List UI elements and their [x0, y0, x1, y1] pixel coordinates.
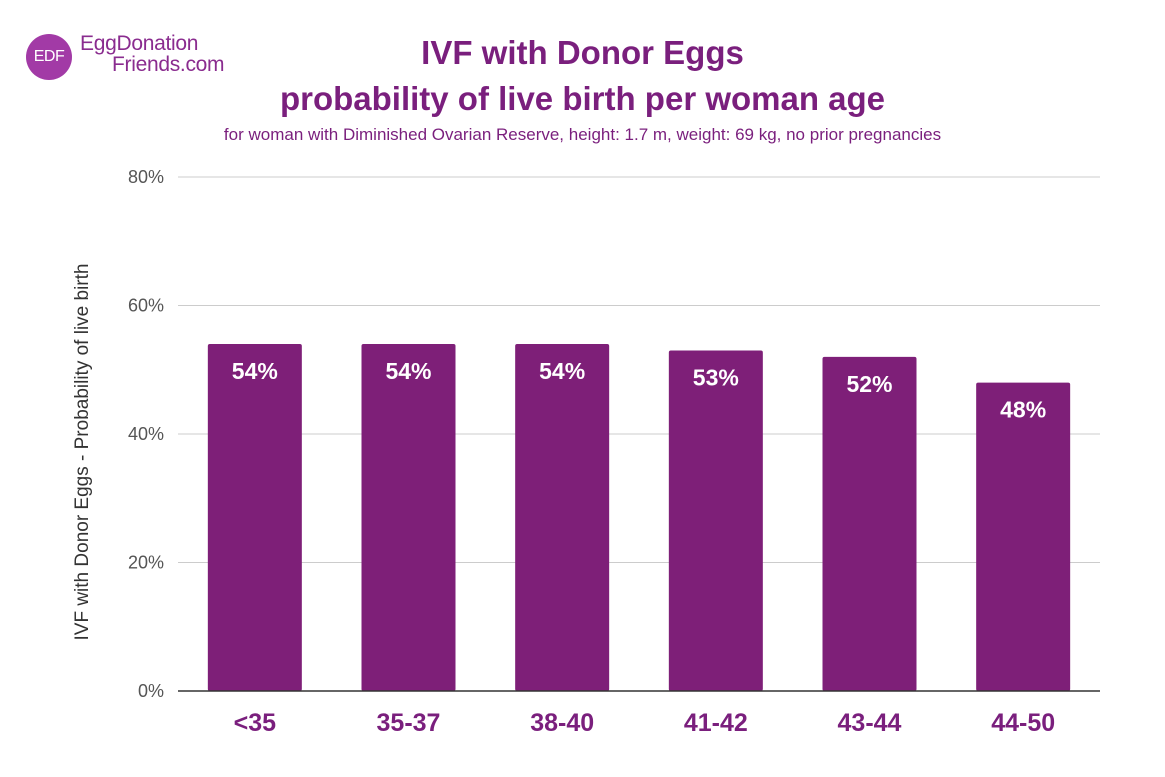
bar-data-label: 54% — [539, 358, 585, 384]
chart-title: IVF with Donor Eggs — [421, 34, 744, 71]
bar-data-label: 54% — [232, 358, 278, 384]
y-axis-title: IVF with Donor Eggs - Probability of liv… — [72, 264, 93, 641]
bar — [207, 344, 302, 691]
x-tick-label: 43-44 — [838, 709, 902, 737]
chart-title-line2: probability of live birth per woman age — [279, 80, 886, 117]
bar — [976, 382, 1071, 691]
logo-mark: EDF — [26, 34, 72, 80]
bar-data-label: 48% — [1000, 397, 1046, 423]
chart-subtitle: for woman with Diminished Ovarian Reserv… — [223, 125, 942, 144]
y-tick-label: 60% — [128, 296, 164, 316]
bar — [822, 356, 917, 691]
y-tick-label: 80% — [128, 167, 164, 187]
x-tick-label: <35 — [234, 709, 277, 737]
bar — [668, 350, 763, 691]
bar-data-label: 54% — [385, 358, 431, 384]
x-tick-label: 38-40 — [530, 709, 594, 737]
bar-data-label: 52% — [846, 371, 892, 397]
y-tick-label: 40% — [128, 424, 164, 444]
x-tick-label: 35-37 — [377, 709, 441, 737]
bar — [361, 344, 456, 691]
x-tick-label: 44-50 — [991, 709, 1055, 737]
y-tick-label: 0% — [138, 681, 164, 701]
bar — [515, 344, 610, 691]
y-tick-label: 20% — [128, 553, 164, 573]
x-tick-label: 41-42 — [684, 709, 748, 737]
logo: EDF EggDonation Friends.com — [26, 32, 246, 80]
bar-data-label: 53% — [693, 364, 739, 390]
logo-text-line2: Friends.com — [112, 53, 225, 76]
logo-text-line1: EggDonation — [80, 32, 199, 55]
